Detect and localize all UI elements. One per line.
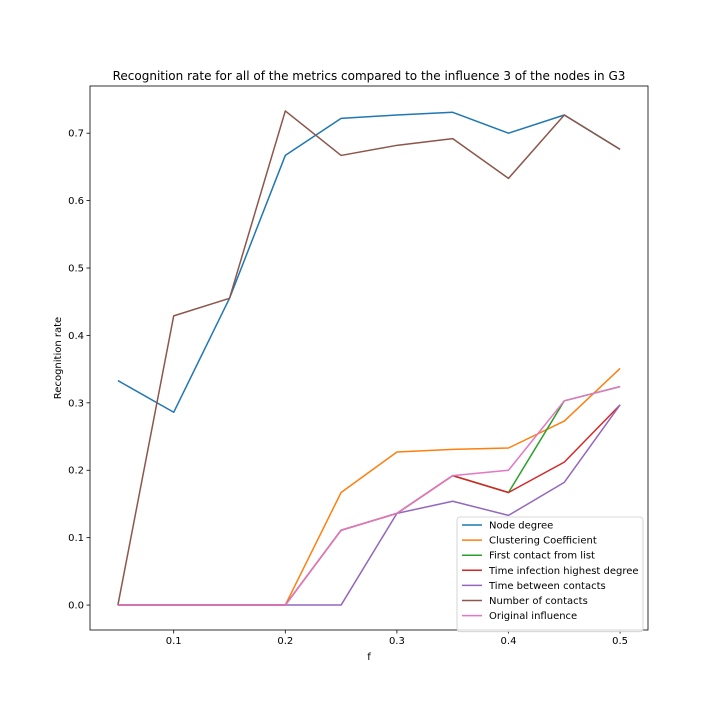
y-tick-label: 0.5: [68, 264, 84, 275]
axes-frame: [89, 85, 649, 631]
legend: Node degree Clustering Coefficient First c…: [456, 516, 644, 633]
plot-area: [89, 85, 649, 631]
y-tick-label: 0.4: [68, 331, 84, 342]
x-tick-label: 0.1: [166, 636, 182, 647]
series-line-6: [117, 110, 621, 606]
series-lines: [117, 110, 621, 606]
y-tick-label: 0.6: [68, 196, 84, 207]
y-tick-label: 0.0: [68, 601, 84, 612]
y-axis: 0.0 0.1 0.2 0.3 0.4 0.5 0.6 0.7: [68, 129, 90, 612]
series-line-7: [117, 385, 621, 606]
y-tick-label: 0.1: [68, 533, 84, 544]
legend-label: Original influence: [489, 611, 577, 622]
legend-label: Time infection highest degree: [488, 566, 639, 577]
series-line-1: [117, 111, 621, 414]
legend-label: Time between contacts: [488, 581, 606, 592]
legend-label: Number of contacts: [489, 596, 588, 607]
x-axis-label: f: [367, 652, 371, 663]
y-tick-label: 0.2: [68, 466, 84, 477]
y-tick-label: 0.3: [68, 398, 84, 409]
chart-title: Recognition rate for all of the metrics …: [113, 69, 626, 83]
y-tick-label: 0.7: [68, 129, 84, 140]
x-tick-label: 0.2: [277, 636, 293, 647]
x-tick-label: 0.3: [389, 636, 405, 647]
legend-label: Clustering Coefficient: [489, 536, 597, 547]
legend-box: [456, 516, 644, 633]
x-tick-label: 0.4: [501, 636, 517, 647]
legend-label: First contact from list: [489, 551, 595, 562]
legend-label: Node degree: [489, 521, 553, 532]
y-axis-label: Recognition rate: [53, 317, 64, 399]
x-tick-label: 0.5: [612, 636, 628, 647]
